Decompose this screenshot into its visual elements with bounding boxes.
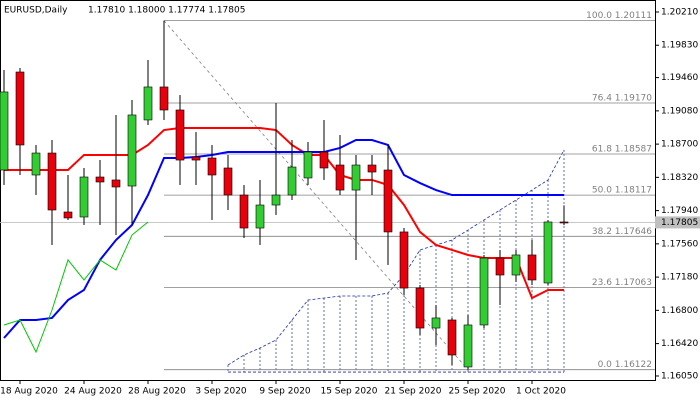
y-tick-label: 1.19080 [661,106,698,116]
candle-body [287,166,297,196]
candle-body [31,152,41,176]
candle-body [47,152,57,211]
y-tick-label: 1.17560 [661,239,698,249]
candle-body [143,86,153,121]
candle-body [479,257,489,326]
candle-body [191,156,201,161]
y-tick-label: 1.18700 [661,140,698,150]
candle-body [399,231,409,289]
candle-body [15,71,25,146]
x-tick-label: 18 Aug 2020 [0,387,58,397]
candle-body [415,287,425,329]
candle-body [543,221,553,284]
candle-body [207,157,217,176]
plot-frame [0,0,656,381]
candle-body [319,151,329,169]
candle-body [511,254,521,276]
y-tick-label: 1.16050 [661,371,698,381]
x-tick-label: 24 Aug 2020 [64,387,122,397]
ohlc-label: 1.17810 1.18000 1.17774 1.17805 [88,6,245,16]
fib-label: 100.0 1.20111 [586,11,652,21]
candle-body [0,91,9,171]
x-tick-label: 28 Aug 2020 [128,387,186,397]
y-tick-label: 1.19460 [661,73,698,83]
candle-body [95,176,105,183]
chart-title: EURUSD,Daily [4,6,68,16]
fib-label: 50.0 1.18117 [592,186,652,196]
fib-label: 23.6 1.17063 [592,278,652,288]
indicator-line [3,221,149,354]
x-tick-label: 25 Sep 2020 [448,387,505,397]
candle-body [495,257,505,276]
candle-body [383,169,393,233]
candle-body [79,176,89,218]
candle-body [335,164,345,191]
candle-body [351,164,361,191]
y-tick-label: 1.17940 [661,206,698,216]
last-price-tag [655,216,700,229]
fib-label: 38.2 1.17646 [592,227,652,237]
candle-body [303,151,313,179]
candle-body [175,109,185,161]
y-tick-label: 1.17180 [661,273,698,283]
y-tick-label: 1.19830 [661,41,698,51]
indicator-line [3,138,564,339]
y-tick-label: 1.20210 [661,7,698,17]
candle-body [431,317,441,329]
y-tick-label: 1.18320 [661,173,698,183]
last-price-label: 1.17805 [661,218,698,228]
candle-body [527,254,537,281]
candle-body [111,179,121,188]
candle-body [559,221,569,224]
candle-body [63,211,73,219]
fib-label: 76.4 1.19170 [592,93,652,103]
x-tick-label: 9 Sep 2020 [259,387,311,397]
candle-body [271,194,281,206]
x-tick-label: 21 Sep 2020 [384,387,441,397]
candle-body [447,319,457,356]
candle-body [367,164,377,173]
x-tick-label: 1 Oct 2020 [516,387,566,397]
fib-label: 61.8 1.18587 [592,144,652,154]
y-tick-label: 1.16800 [661,306,698,316]
fib-label: 0.0 1.16122 [598,360,652,370]
candle-body [255,204,265,229]
cloud-upper [227,149,565,366]
candle-body [239,194,249,229]
candle-body [127,114,137,187]
candle-body [463,324,473,368]
y-tick-label: 1.16420 [661,339,698,349]
candle-body [223,167,233,196]
x-tick-label: 15 Sep 2020 [320,387,377,397]
indicator-line [4,127,564,300]
candle-body [159,86,169,111]
x-tick-label: 3 Sep 2020 [195,387,247,397]
